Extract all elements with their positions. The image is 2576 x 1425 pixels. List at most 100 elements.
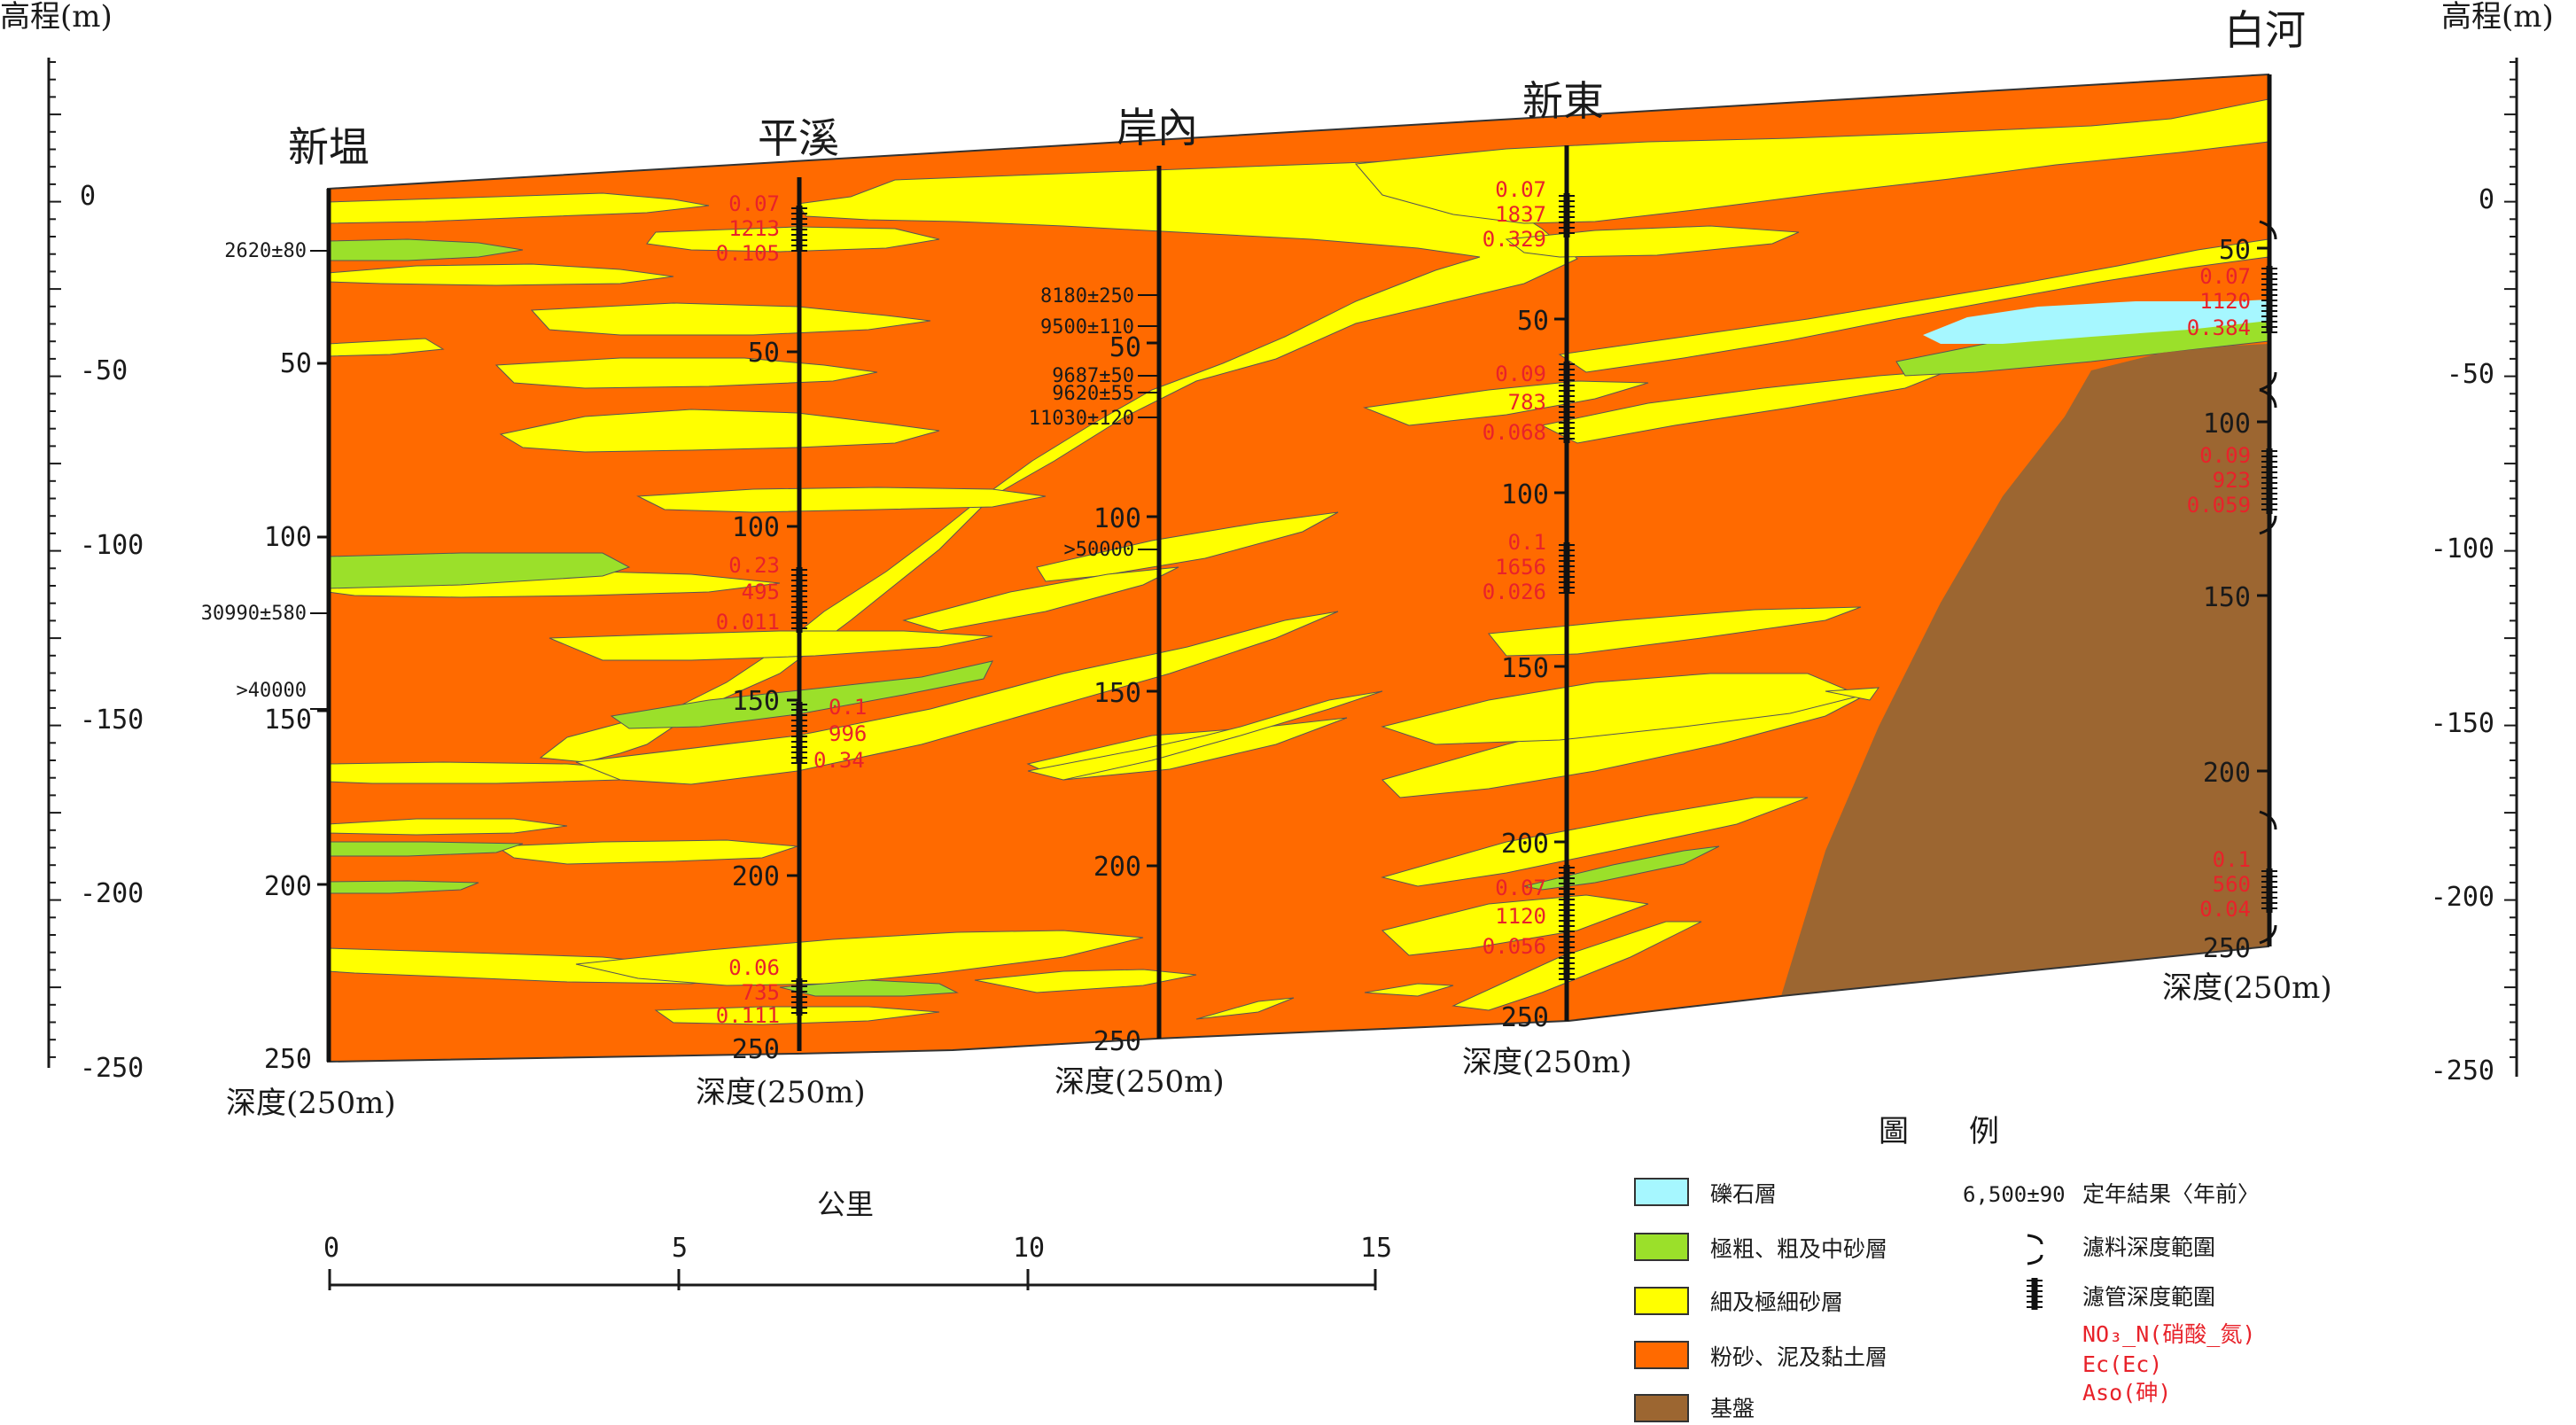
depth-tick-label: 250 xyxy=(1093,1026,1141,1057)
dating-results: 8180±250 9500±110 9687±50 9620±55 11030±… xyxy=(1029,285,1159,561)
depth-tick-label: 100 xyxy=(264,522,312,553)
ec-value: 923 xyxy=(2213,468,2251,493)
depth-tick-label: 50 xyxy=(1109,332,1141,363)
depth-tick-label: 50 xyxy=(1517,306,1549,337)
depth-tick-label: 200 xyxy=(264,871,312,902)
legend-label: 基盤 xyxy=(1710,1396,1755,1421)
depth-tick-label: 150 xyxy=(1093,678,1141,709)
scale-tick-label: 10 xyxy=(1013,1233,1045,1264)
legend-item-fine-sand: 細及極細砂層 xyxy=(1634,1287,1843,1315)
well-name: 岸內 xyxy=(1117,104,1198,152)
legend-symbol-sample: 6,500±90 xyxy=(1963,1182,2066,1207)
well-name: 白河 xyxy=(2224,6,2306,54)
filter-bracket-icon xyxy=(2027,1234,2043,1265)
no3-value: 0.09 xyxy=(1495,362,1546,386)
ec-value: 1837 xyxy=(1495,202,1546,227)
scale-tick-label: 5 xyxy=(672,1233,688,1264)
legend-symbol-filter: 濾料深度範圍 xyxy=(2027,1234,2215,1265)
right-axis-ticks xyxy=(2504,61,2517,1058)
legend-item-silt-clay: 粉砂、泥及黏土層 xyxy=(1634,1341,1887,1370)
scale-title: 公里 xyxy=(817,1188,874,1221)
legend: 圖 例 礫石層 極粗、粗及中砂層 細及極細砂層 粉砂、泥及黏土層 基盤 6,50… xyxy=(1634,1114,2260,1422)
depth-label: 深度(250m) xyxy=(226,1086,396,1121)
as-value: 0.056 xyxy=(1483,934,1546,959)
water-quality-right: 0.1 996 0.34 xyxy=(813,695,867,773)
legend-swatch xyxy=(1634,1233,1689,1261)
no3-value: 0.1 xyxy=(1508,530,1546,555)
gravel-lens xyxy=(1923,300,2269,344)
depth-tick-label: 250 xyxy=(264,1044,312,1075)
ec-value: 560 xyxy=(2213,872,2251,897)
well-xinwen: 新塭 50 100 150 200 250 2620±80 30990±580 … xyxy=(201,123,396,1121)
depth-ticks: 50 100 150 200 250 xyxy=(264,348,329,1075)
bedrock-body xyxy=(1781,344,2269,996)
dating-label: >40000 xyxy=(237,680,307,702)
screen-intervals xyxy=(791,206,807,1016)
dating-label: 8180±250 xyxy=(1040,285,1134,308)
legend-swatch xyxy=(1634,1341,1689,1369)
ec-value: 783 xyxy=(1508,390,1546,415)
depth-tick-label: 150 xyxy=(1501,653,1549,684)
scale-bar: 公里 0 5 10 15 xyxy=(323,1188,1392,1290)
depth-tick-label: 150 xyxy=(264,705,312,736)
dating-label: 9620±55 xyxy=(1052,383,1134,405)
elevation-tick-label: -50 xyxy=(2447,359,2494,390)
dating-label: 11030±120 xyxy=(1029,408,1134,430)
no3-value: 0.07 xyxy=(1495,876,1546,900)
elevation-tick-label: -200 xyxy=(80,878,144,909)
no3-value: 0.23 xyxy=(728,553,780,578)
no3-value: 0.07 xyxy=(2199,264,2251,289)
as-value: 0.059 xyxy=(2187,493,2251,518)
well-name: 平溪 xyxy=(758,114,839,162)
as-value: 0.026 xyxy=(1483,580,1546,604)
screen-intervals xyxy=(1559,193,1575,980)
depth-tick-label: 150 xyxy=(2203,582,2251,613)
depth-tick-label: 200 xyxy=(1093,852,1141,883)
well-name: 新東 xyxy=(1522,77,1604,125)
legend-as-label: Aso(砷) xyxy=(2082,1380,2171,1406)
legend-label: 粉砂、泥及黏土層 xyxy=(1710,1344,1887,1370)
filter-brackets xyxy=(2259,220,2277,945)
legend-swatch xyxy=(1634,1287,1689,1315)
depth-tick-label: 100 xyxy=(2203,409,2251,440)
depth-tick-label: 250 xyxy=(2203,933,2251,964)
water-quality: 0.07 1120 0.384 0.09 923 0.059 0.1 560 0… xyxy=(2187,264,2251,922)
no3-value: 0.07 xyxy=(1495,177,1546,202)
right-elevation-axis: 高程(m) 0 -50 -100 -150 -200 -250 xyxy=(2431,0,2554,1086)
elevation-tick-label: 0 xyxy=(2479,184,2494,215)
dating-results: 2620±80 30990±580 >40000 xyxy=(201,240,329,710)
legend-symbol-screen: 濾管深度範圍 xyxy=(2027,1278,2215,1310)
no3-value: 0.1 xyxy=(829,695,867,720)
water-quality: 0.07 1213 0.105 0.23 495 0.011 0.06 735 … xyxy=(716,191,780,1028)
depth-tick-label: 250 xyxy=(1501,1002,1549,1033)
elevation-tick-label: -150 xyxy=(2431,708,2494,739)
left-axis-title: 高程(m) xyxy=(0,0,113,35)
as-value: 0.329 xyxy=(1483,227,1546,252)
legend-symbol-label: 濾管深度範圍 xyxy=(2082,1284,2215,1310)
as-value: 0.04 xyxy=(2199,897,2251,922)
legend-item-gravel: 礫石層 xyxy=(1634,1178,1777,1207)
ec-value: 495 xyxy=(742,580,780,604)
legend-water-quality: NO₃_N(硝酸_氮) Ec(Ec) Aso(砷) xyxy=(2082,1321,2255,1406)
depth-ticks: 50 100 150 200 250 xyxy=(732,338,799,1065)
legend-symbol-label: 定年結果〈年前〉 xyxy=(2082,1181,2260,1207)
left-axis-labels: 0 -50 -100 -150 -200 -250 xyxy=(80,181,144,1084)
as-value: 0.105 xyxy=(716,241,780,266)
no3-value: 0.06 xyxy=(728,955,780,980)
dating-label: 9500±110 xyxy=(1040,316,1134,339)
no3-value: 0.09 xyxy=(2199,443,2251,468)
elevation-tick-label: -200 xyxy=(2431,882,2494,913)
legend-swatch xyxy=(1634,1178,1689,1206)
depth-tick-label: 200 xyxy=(2203,758,2251,789)
scale-tick-label: 0 xyxy=(323,1233,339,1264)
screen-intervals xyxy=(2261,266,2277,913)
depth-tick-label: 200 xyxy=(1501,829,1549,860)
legend-symbol-dating: 6,500±90 定年結果〈年前〉 xyxy=(1963,1181,2260,1207)
well-xindong: 新東 50 100 150 200 250 0.07 1837 0.329 0.… xyxy=(1462,77,1632,1080)
depth-ticks: 50 100 150 200 250 xyxy=(1501,306,1567,1033)
elevation-tick-label: -100 xyxy=(2431,533,2494,565)
well-pingxi: 平溪 50 100 150 200 250 0.07 1213 0.105 0.… xyxy=(696,114,867,1110)
depth-tick-label: 100 xyxy=(732,512,780,543)
as-value: 0.384 xyxy=(2187,315,2251,340)
